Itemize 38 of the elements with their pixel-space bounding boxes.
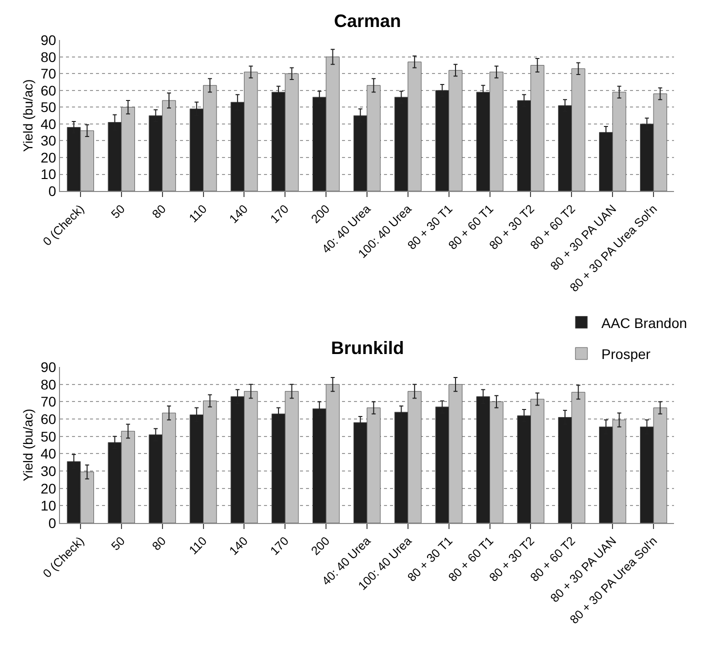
y-tick-label: 30 — [40, 132, 56, 149]
x-tick-label: 50 — [108, 534, 128, 554]
y-tick-label: 80 — [40, 376, 56, 392]
x-tick-label: 200 — [308, 202, 333, 226]
x-tick-label: 110 — [186, 534, 210, 558]
y-tick-label: 50 — [40, 99, 56, 116]
y-tick-label: 0 — [48, 514, 56, 531]
y-tick-label: 90 — [40, 32, 56, 48]
chart-title: Brunkild — [331, 338, 404, 358]
x-tick-label: 80 — [149, 534, 169, 554]
x-tick-label: 170 — [267, 202, 292, 226]
x-tick-label: 170 — [267, 534, 292, 558]
y-tick-label: 0 — [48, 182, 56, 199]
y-tick-label: 50 — [40, 428, 56, 444]
legend-label: Prosper — [601, 346, 651, 362]
legend-label: AAC Brandon — [601, 314, 688, 331]
y-tick-label: 20 — [40, 149, 56, 166]
y-tick-label: 80 — [40, 48, 56, 65]
y-tick-label: 10 — [40, 166, 56, 182]
x-tick-label: 50 — [108, 202, 128, 222]
y-tick-label: 70 — [40, 66, 56, 82]
y-tick-label: 40 — [40, 116, 56, 132]
x-tick-label: 140 — [226, 534, 251, 558]
chart-title: Carman — [334, 11, 402, 31]
y-tick-label: 10 — [40, 498, 56, 514]
y-axis-title: Yield (bu/ac) — [20, 408, 36, 482]
y-tick-label: 70 — [40, 394, 56, 410]
y-tick-label: 20 — [40, 480, 56, 496]
y-tick-label: 40 — [40, 446, 56, 462]
y-tick-label: 60 — [40, 82, 56, 98]
y-tick-label: 90 — [40, 358, 56, 375]
x-tick-label: 200 — [308, 534, 333, 558]
x-tick-label: 140 — [226, 202, 251, 226]
x-tick-label: 80 — [149, 202, 169, 222]
x-tick-label: 110 — [186, 202, 210, 226]
y-tick-label: 60 — [40, 410, 56, 427]
y-axis-title: Yield (bu/ac) — [20, 79, 36, 152]
y-tick-label: 30 — [40, 462, 56, 479]
